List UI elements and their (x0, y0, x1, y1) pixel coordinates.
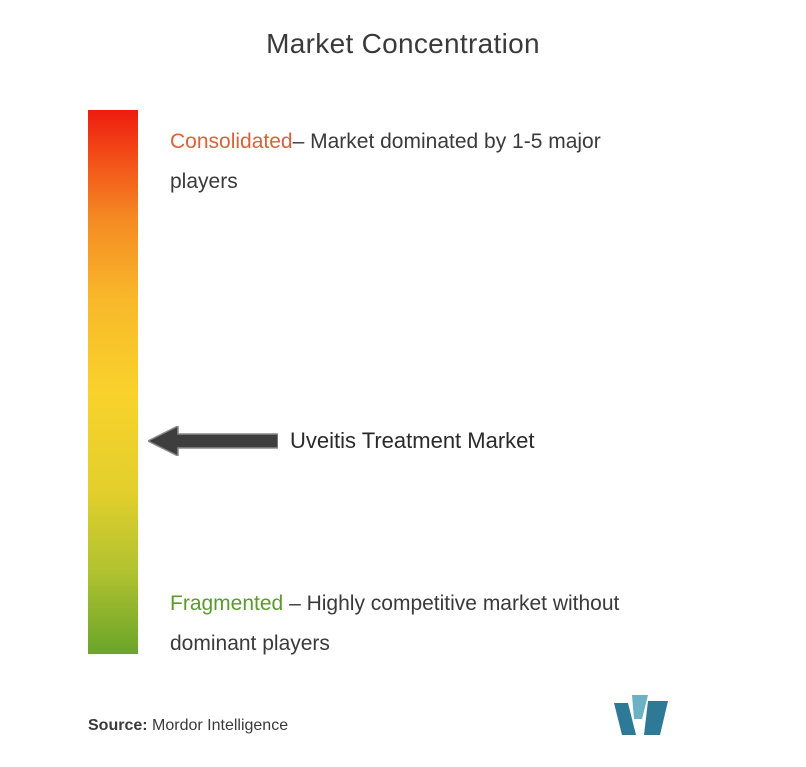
consolidated-label: Consolidated– Market dominated by 1-5 ma… (170, 122, 670, 202)
fragmented-key: Fragmented (170, 592, 283, 615)
source-value: Mordor Intelligence (152, 717, 288, 734)
fragmented-label: Fragmented – Highly competitive market w… (170, 584, 690, 664)
arrow-left-icon (148, 426, 278, 456)
gradient-scale-bar (88, 110, 138, 654)
market-marker: Uveitis Treatment Market (148, 426, 535, 456)
source-label: Source: (88, 717, 148, 734)
page-title: Market Concentration (0, 0, 806, 110)
source-attribution: Source: Mordor Intelligence (88, 717, 288, 735)
market-name-label: Uveitis Treatment Market (290, 428, 535, 454)
concentration-diagram: Consolidated– Market dominated by 1-5 ma… (88, 110, 806, 654)
consolidated-key: Consolidated (170, 130, 293, 153)
mordor-intelligence-logo (614, 695, 668, 735)
